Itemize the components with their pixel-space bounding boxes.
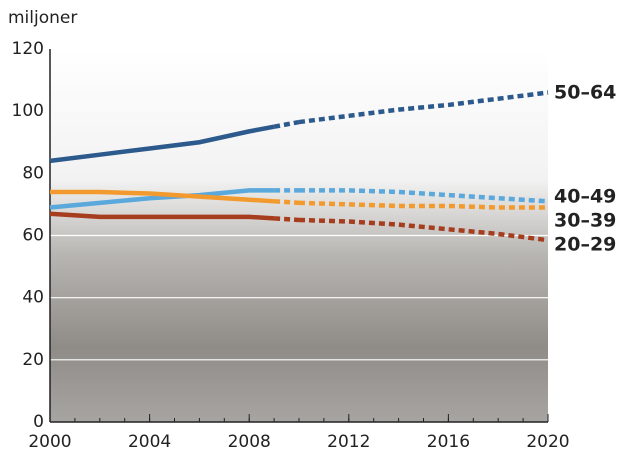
y-tick-label: 0 [33,412,44,432]
projection-connector [273,216,300,223]
legend-label: 50–64 [554,82,616,104]
line-projection [298,217,549,243]
projection-connector [273,199,300,206]
y-tick-label: 120 [12,39,44,59]
x-tick-label: 2020 [526,432,569,452]
x-tick-label: 2008 [228,432,271,452]
y-tick-label: 100 [12,101,44,121]
y-tick-label: 40 [22,288,44,308]
line-actual [50,189,275,204]
x-tick-label: 2016 [427,432,470,452]
x-tick-label: 2000 [28,432,71,452]
projection-connector [273,119,300,129]
x-tick-label: 2012 [327,432,370,452]
line-actual [49,124,275,164]
y-axis-label: miljoner [8,8,77,28]
legend-label: 30–39 [554,210,616,232]
line-actual [49,211,275,221]
y-tick-label: 20 [22,350,44,370]
legend-label: 20–29 [554,234,616,256]
line-projection [298,90,549,125]
x-tick-label: 2004 [128,432,171,452]
legend-label: 40–49 [554,186,616,208]
y-tick-label: 60 [22,226,44,246]
line-projection [298,200,548,210]
line-projection [299,188,549,204]
y-tick-label: 80 [22,163,44,183]
